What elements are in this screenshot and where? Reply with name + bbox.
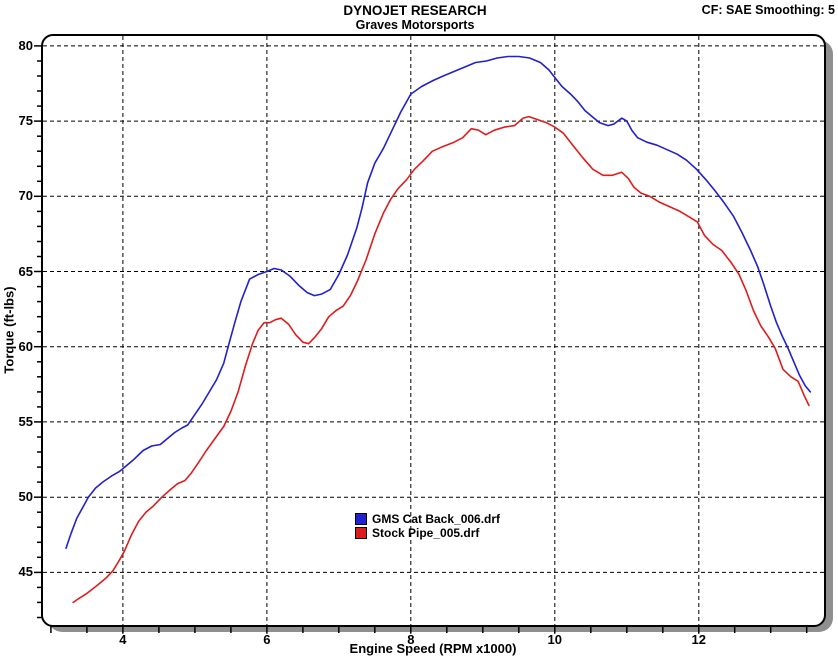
x-tick-label: 12 [691, 632, 706, 647]
y-tick-label: 50 [18, 489, 33, 505]
x-tick-label: 10 [547, 632, 563, 647]
y-axis-title: Torque (ft-lbs) [1, 286, 17, 374]
legend-swatch-red-icon [355, 527, 367, 539]
y-tick-label: 75 [18, 113, 33, 129]
y-tick-label: 45 [18, 564, 33, 580]
x-tick-label: 6 [263, 632, 271, 647]
y-tick-label: 55 [18, 413, 33, 429]
title-block: DYNOJET RESEARCH Graves Motorsports [0, 3, 830, 33]
chart-title: DYNOJET RESEARCH [343, 3, 487, 18]
chart-subtitle: Graves Motorsports [355, 18, 475, 32]
correction-smoothing-info: CF: SAE Smoothing: 5 [701, 3, 835, 17]
y-tick-label: 70 [18, 188, 33, 204]
x-axis-title: Engine Speed (RPM x1000) [349, 641, 517, 656]
legend-label: Stock Pipe_005.drf [372, 526, 480, 540]
y-tick-label: 60 [18, 338, 33, 354]
x-tick-label: 8 [407, 632, 415, 647]
x-tick-label: 4 [119, 632, 127, 647]
y-tick-label: 65 [18, 263, 33, 279]
legend-swatch-blue-icon [355, 513, 367, 525]
dyno-plot-canvas [43, 36, 824, 625]
chart-legend: GMS Cat Back_006.drf Stock Pipe_005.drf [355, 512, 500, 540]
legend-item-stock-pipe: Stock Pipe_005.drf [355, 526, 500, 540]
legend-item-gms-cat-back: GMS Cat Back_006.drf [355, 512, 500, 526]
y-tick-label: 80 [18, 37, 33, 53]
plot-frame: GMS Cat Back_006.drf Stock Pipe_005.drf [41, 34, 826, 627]
legend-label: GMS Cat Back_006.drf [372, 512, 501, 526]
